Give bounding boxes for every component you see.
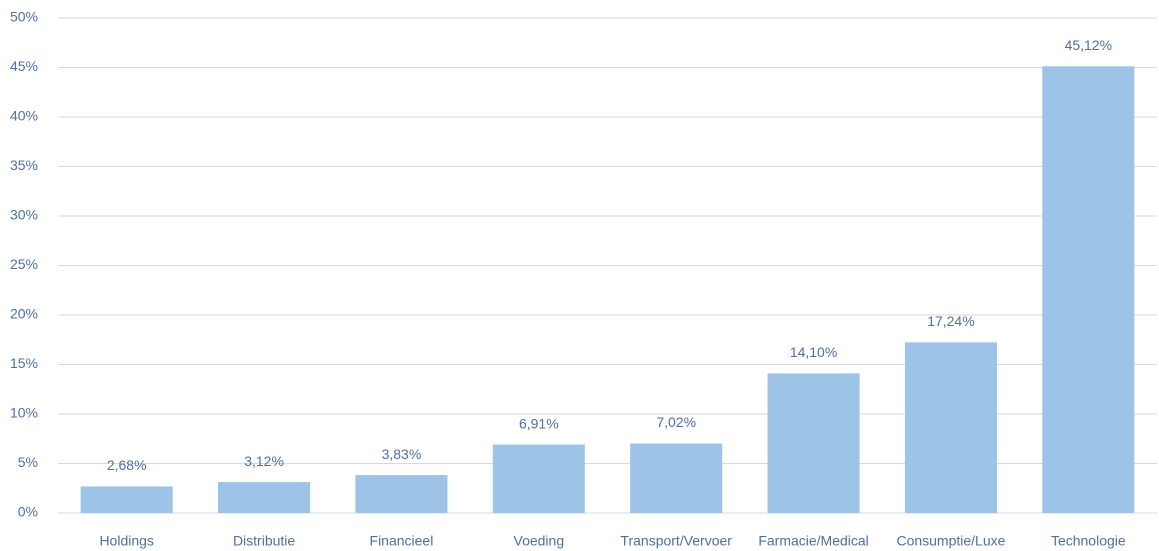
- bar: [767, 373, 860, 513]
- y-tick-label: 35%: [10, 157, 38, 173]
- bar: [630, 443, 723, 513]
- bar: [1042, 66, 1135, 513]
- x-tick-label: Farmacie/Medical: [758, 533, 868, 549]
- y-tick-label: 5%: [18, 454, 38, 470]
- x-tick-label: Technologie: [1051, 533, 1126, 549]
- y-tick-label: 15%: [10, 355, 38, 371]
- bar: [904, 342, 997, 513]
- y-tick-label: 25%: [10, 256, 38, 272]
- y-tick-label: 0%: [18, 504, 38, 520]
- y-tick-label: 40%: [10, 108, 38, 124]
- value-label: 14,10%: [790, 344, 837, 360]
- bar: [80, 486, 173, 513]
- x-tick-label: Financieel: [370, 533, 434, 549]
- value-label: 6,91%: [519, 415, 559, 431]
- value-label: 2,68%: [107, 457, 147, 473]
- value-label: 3,12%: [244, 453, 284, 469]
- bar: [355, 475, 448, 513]
- x-tick-label: Voeding: [514, 533, 565, 549]
- y-tick-label: 10%: [10, 405, 38, 421]
- value-label: 45,12%: [1065, 37, 1112, 53]
- value-label: 17,24%: [927, 313, 974, 329]
- y-tick-label: 30%: [10, 207, 38, 223]
- bar: [492, 444, 585, 513]
- y-tick-label: 50%: [10, 9, 38, 25]
- value-label: 3,83%: [382, 446, 422, 462]
- x-tick-label: Consumptie/Luxe: [896, 533, 1005, 549]
- x-tick-label: Distributie: [233, 533, 295, 549]
- x-tick-label: Holdings: [99, 533, 153, 549]
- y-tick-label: 20%: [10, 306, 38, 322]
- bar: [218, 482, 311, 513]
- value-label: 7,02%: [656, 414, 696, 430]
- x-tick-label: Transport/Vervoer: [620, 533, 732, 549]
- y-tick-label: 45%: [10, 58, 38, 74]
